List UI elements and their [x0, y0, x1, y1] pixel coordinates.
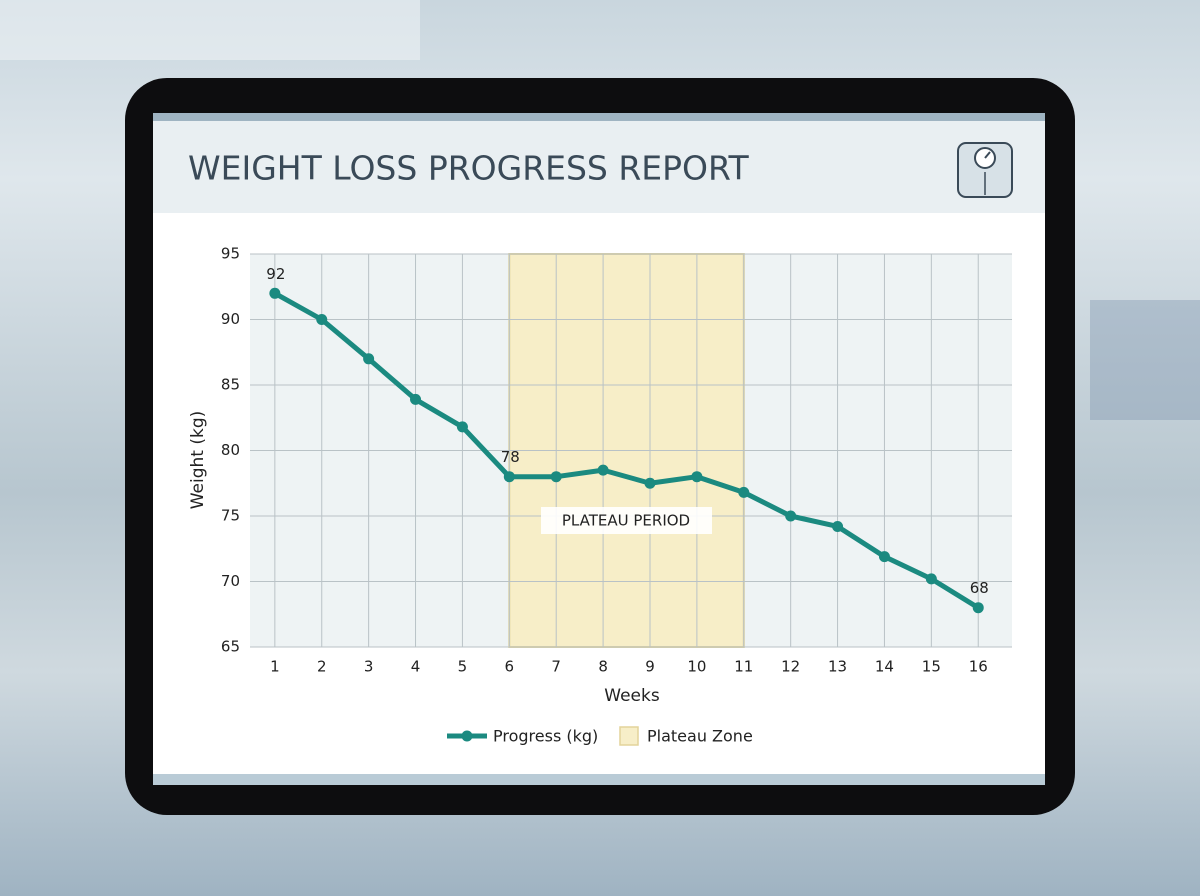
y-tick-label: 80 — [221, 441, 240, 459]
data-point — [410, 393, 422, 405]
series-line — [273, 291, 980, 610]
x-tick-label: 6 — [505, 658, 515, 676]
data-label: 68 — [970, 579, 989, 597]
annotation: PLATEAU PERIOD — [562, 512, 690, 530]
x-tick-label: 3 — [364, 658, 374, 676]
data-point — [738, 486, 750, 498]
y-tick-label: 65 — [221, 638, 240, 656]
y-tick-label: 90 — [221, 310, 240, 328]
data-label: 78 — [501, 448, 520, 466]
data-point — [550, 471, 562, 483]
data-point — [316, 314, 328, 325]
legend-label: Plateau Zone — [647, 727, 753, 746]
scale-icon — [957, 142, 1013, 198]
x-tick-label: 14 — [875, 658, 894, 676]
data-point — [925, 573, 937, 585]
legend-swatch — [619, 726, 639, 746]
x-tick-label: 13 — [828, 658, 847, 676]
y-tick-label: 85 — [221, 376, 240, 394]
x-tick-label: 4 — [411, 658, 421, 676]
y-tick-label: 75 — [221, 507, 240, 525]
data-point — [269, 287, 281, 299]
data-point — [644, 477, 656, 489]
shelf — [1090, 300, 1200, 420]
data-point — [785, 510, 797, 522]
data-point — [456, 421, 468, 433]
legend-marker — [461, 730, 473, 742]
y-tick-label: 70 — [221, 572, 240, 590]
x-tick-label: 10 — [687, 658, 706, 676]
x-tick-label: 2 — [317, 658, 327, 676]
header-band — [153, 113, 1045, 213]
data-point — [691, 471, 703, 483]
y-tick-label: 95 — [221, 245, 240, 263]
legend-label: Progress (kg) — [493, 727, 598, 746]
header-top-strip — [153, 113, 1045, 121]
data-point — [878, 551, 890, 563]
x-tick-label: 16 — [969, 658, 988, 676]
light-glow — [0, 0, 420, 60]
data-point — [363, 353, 375, 365]
data-point — [972, 602, 984, 614]
x-tick-label: 5 — [458, 658, 468, 676]
x-tick-label: 9 — [645, 658, 655, 676]
data-point — [832, 520, 844, 532]
data-label: 92 — [266, 265, 285, 283]
x-axis-title: Weeks — [604, 686, 660, 706]
y-axis-title: Weight (kg) — [188, 411, 208, 510]
chart-title: WEIGHT LOSS PROGRESS REPORT — [188, 149, 750, 188]
data-point — [503, 471, 515, 483]
x-tick-label: 15 — [922, 658, 941, 676]
footer-strip — [153, 774, 1045, 785]
data-point — [597, 464, 609, 476]
x-tick-label: 8 — [598, 658, 608, 676]
x-tick-label: 11 — [734, 658, 753, 676]
x-tick-label: 1 — [270, 658, 280, 676]
x-tick-label: 12 — [781, 658, 800, 676]
x-tick-label: 7 — [551, 658, 561, 676]
annotation-box — [541, 507, 712, 534]
